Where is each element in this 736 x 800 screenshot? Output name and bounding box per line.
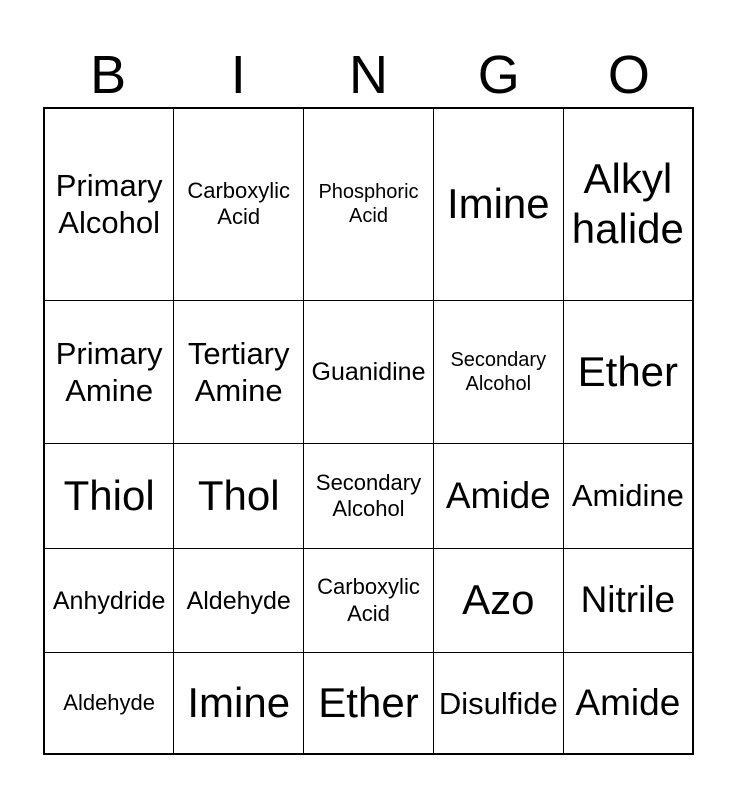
bingo-cell[interactable]: Aldehyde <box>173 547 305 654</box>
bingo-cell-label: Phosphoric Acid <box>318 181 419 228</box>
bingo-cell-label: Thol <box>197 471 280 519</box>
bingo-cell-label: Tertiary Amine <box>187 335 290 409</box>
bingo-cell-label: Carboxylic Acid <box>317 574 420 626</box>
bingo-cell[interactable]: Imine <box>432 107 564 301</box>
bingo-cell[interactable]: Thol <box>173 443 305 549</box>
bingo-cell-label: Amide <box>575 681 681 723</box>
bingo-cell[interactable]: Amidine <box>562 443 694 549</box>
bingo-cell[interactable]: Aldehyde <box>43 652 175 755</box>
bingo-cell-label: Primary Alcohol <box>55 168 163 241</box>
bingo-cell-label: Thiol <box>63 471 155 519</box>
bingo-cell[interactable]: Primary Amine <box>43 299 175 445</box>
bingo-cell-label: Carboxylic Acid <box>187 177 291 230</box>
bingo-cell-label: Aldehyde <box>186 586 291 615</box>
bingo-cell-label: Amide <box>445 474 551 516</box>
title-letter-b: B <box>90 45 127 105</box>
bingo-cell-label: Primary Amine <box>55 335 163 409</box>
bingo-cell[interactable]: Ether <box>562 299 694 445</box>
bingo-cell-label: Anhydride <box>52 586 166 615</box>
bingo-cell-label: Disulfide <box>438 685 558 721</box>
bingo-cell[interactable]: Disulfide <box>432 652 564 755</box>
bingo-cell[interactable]: Phosphoric Acid <box>303 107 434 301</box>
bingo-cell[interactable]: Amide <box>432 443 564 549</box>
bingo-cell[interactable]: Primary Alcohol <box>43 107 175 301</box>
bingo-cell[interactable]: Alkyl halide <box>562 107 694 301</box>
bingo-cell[interactable]: Thiol <box>43 443 175 549</box>
bingo-cell[interactable]: Carboxylic Acid <box>303 547 434 654</box>
bingo-row: Aldehyde Imine Ether Disulfide Amide <box>43 652 694 755</box>
bingo-cell[interactable]: Amide <box>562 652 694 755</box>
bingo-row: Primary Amine Tertiary Amine Guanidine Seco… <box>43 299 694 445</box>
bingo-cell-label: Imine <box>446 180 550 228</box>
bingo-cell[interactable]: Anhydride <box>43 547 175 654</box>
bingo-cell-label: Azo <box>462 576 535 624</box>
bingo-cell-label: Alkyl halide <box>571 154 684 253</box>
bingo-cell[interactable]: Secondary Alcohol <box>303 443 434 549</box>
title-letter-i: I <box>230 45 246 105</box>
bingo-cell-label: Aldehyde <box>63 689 156 715</box>
bingo-cell-label: Ether <box>577 347 679 395</box>
bingo-row: Anhydride Aldehyde Carboxylic Acid Azo Nitri… <box>43 547 694 654</box>
bingo-cell[interactable]: Azo <box>432 547 564 654</box>
bingo-cell[interactable]: Tertiary Amine <box>173 299 305 445</box>
bingo-cell-label: Imine <box>187 678 291 726</box>
bingo-title: B I N G O <box>43 48 694 102</box>
bingo-cell-label: Secondary Alcohol <box>450 349 547 396</box>
bingo-cell[interactable]: Nitrile <box>562 547 694 654</box>
bingo-cell[interactable]: Secondary Alcohol <box>432 299 564 445</box>
bingo-cell-label: Ether <box>318 678 419 726</box>
bingo-cell-label: Guanidine <box>311 358 426 387</box>
bingo-cell[interactable]: Carboxylic Acid <box>173 107 305 301</box>
bingo-cell[interactable]: Imine <box>173 652 305 755</box>
bingo-row: Thiol Thol Secondary Alcohol Amide Amidine <box>43 443 694 549</box>
bingo-grid-body: Primary Alcohol Carboxylic Acid Phosphoric… <box>43 107 694 755</box>
bingo-grid: Primary Alcohol Carboxylic Acid Phosphoric… <box>43 107 694 755</box>
bingo-cell[interactable]: Guanidine <box>303 299 434 445</box>
title-letter-n: N <box>349 45 388 105</box>
title-letter-g: G <box>477 45 520 105</box>
bingo-row: Primary Alcohol Carboxylic Acid Phosphoric… <box>43 107 694 301</box>
bingo-cell-label: Nitrile <box>580 579 676 621</box>
title-letter-o: O <box>607 45 650 105</box>
bingo-cell-label: Secondary Alcohol <box>315 469 422 522</box>
bingo-cell-label: Amidine <box>571 478 684 514</box>
bingo-cell[interactable]: Ether <box>303 652 434 755</box>
